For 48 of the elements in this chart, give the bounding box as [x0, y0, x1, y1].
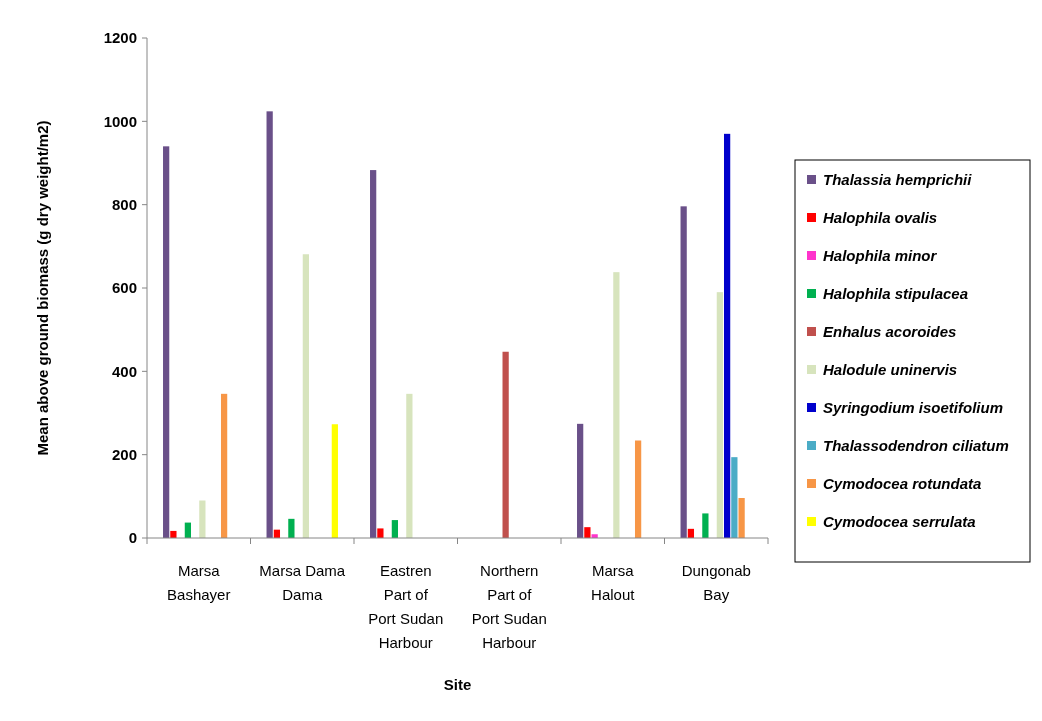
bar	[266, 111, 273, 538]
bar	[702, 513, 709, 538]
bar	[731, 457, 738, 538]
x-tick-label: Marsa Dama Dama	[259, 562, 346, 603]
legend-label: Halophila stipulacea	[823, 285, 969, 303]
bar	[613, 272, 620, 538]
bar	[288, 518, 295, 538]
y-tick-label: 800	[111, 195, 137, 213]
legend-label: Cymodocea rotundata	[823, 475, 982, 493]
bar	[170, 530, 177, 538]
bar	[220, 393, 228, 538]
legend-label: Enhalus acoroides	[823, 323, 957, 341]
legend-label: Halophila ovalis	[823, 209, 938, 227]
x-tick-label: Eastren Part of Port Sudan Harbour	[368, 562, 444, 651]
y-tick-label: 200	[111, 445, 137, 463]
y-axis-title: Mean above ground biomass (g dry weight/m2)	[34, 120, 51, 456]
y-tick-label: 1200	[103, 29, 137, 47]
legend-label: Halophila minor	[823, 247, 938, 265]
x-tick-label: Marsa Halout	[591, 562, 636, 603]
x-tick-label: Marsa Bashayer	[167, 562, 231, 603]
legend-label: Thalassodendron ciliatum	[823, 437, 1009, 455]
bar	[391, 520, 399, 538]
bar	[377, 528, 384, 538]
bar	[716, 292, 723, 538]
bar	[680, 206, 687, 538]
bar	[406, 393, 413, 538]
y-tick-label: 400	[111, 362, 137, 380]
y-tick-label: 0	[128, 529, 137, 547]
bar	[738, 498, 745, 538]
y-tick-label: 1000	[103, 112, 137, 130]
y-tick-label: 600	[111, 279, 137, 297]
bar	[370, 170, 377, 538]
legend-label: Cymodocea serrulata	[823, 513, 976, 531]
x-axis-title: Site	[443, 676, 472, 693]
bar	[163, 146, 170, 538]
bar	[577, 423, 584, 538]
legend-label: Thalassia hemprichii	[823, 171, 973, 189]
bar	[584, 527, 591, 538]
x-tick-label: Northern Part of Port Sudan Harbour	[471, 562, 547, 651]
legend-label: Halodule uninervis	[823, 361, 958, 379]
bar	[331, 424, 338, 538]
legend-label: Syringodium isoetifolium	[823, 399, 1004, 417]
bar	[634, 440, 642, 538]
bar	[502, 351, 509, 538]
x-tick-label: Dungonab Bay	[681, 562, 751, 603]
bar	[724, 133, 731, 538]
bar	[302, 254, 309, 538]
bar	[199, 500, 206, 538]
